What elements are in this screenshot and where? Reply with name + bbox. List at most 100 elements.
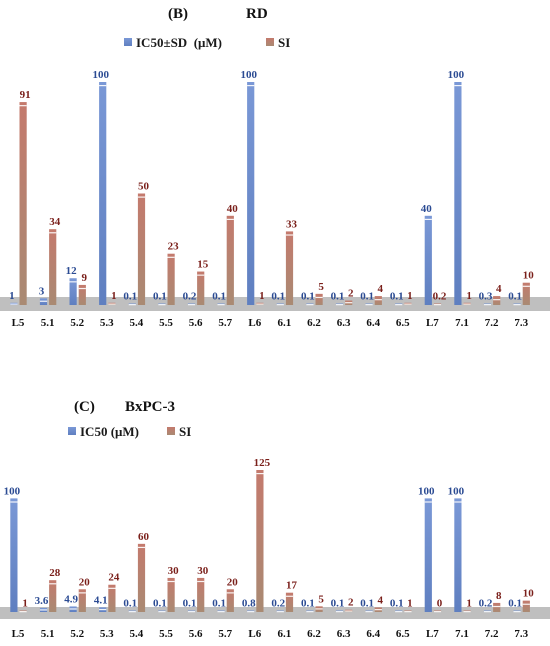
si-value-label: 5 [318, 281, 324, 293]
si-value-label: 23 [168, 241, 180, 253]
ic50-bar-marker [513, 304, 521, 306]
si-bar [49, 229, 57, 305]
category-tick-label: 5.2 [70, 628, 84, 640]
si-bar-marker [345, 302, 353, 304]
si-bar [285, 592, 294, 612]
category-tick-label: L7 [426, 317, 439, 329]
ic50-bar-marker [454, 85, 462, 87]
ic50-bar-marker [395, 304, 403, 306]
si-value-label: 125 [254, 457, 271, 469]
panel-b-cell-line: RD [246, 6, 268, 22]
ic50-bar-marker [513, 611, 521, 613]
si-bar-marker [315, 608, 323, 610]
si-bar-marker [226, 592, 234, 594]
category-tick-label: 6.2 [307, 628, 321, 640]
si-value-label: 1 [22, 598, 28, 610]
si-value-label: 0 [437, 598, 443, 610]
category-tick-label: 5.6 [189, 317, 203, 329]
ic50-value-label: 1 [9, 290, 15, 302]
si-bar-marker [315, 296, 323, 299]
ic50-bar-marker [424, 501, 432, 503]
category-tick-label: 5.5 [159, 317, 173, 329]
ic50-value-label: 0.1 [508, 291, 522, 303]
si-value-label: 91 [20, 89, 31, 101]
si-bar [493, 602, 501, 612]
ic50-bar-marker [483, 611, 492, 613]
si-bar-marker [433, 304, 442, 306]
ic50-bar-marker [306, 304, 314, 306]
si-bar-marker [522, 603, 530, 605]
ic50-bar-marker [187, 304, 196, 306]
category-tick-label: 5.7 [218, 317, 232, 329]
si-value-label: 33 [286, 218, 298, 230]
category-tick-label: 6.5 [396, 317, 410, 329]
ic50-value-label: 0.1 [390, 598, 404, 610]
si-value-label: 10 [523, 588, 535, 600]
category-tick-label: 5.3 [100, 317, 114, 329]
ic50-bar-marker [424, 218, 432, 220]
ic50-bar-marker [158, 611, 166, 613]
si-bar-marker [78, 592, 86, 594]
ic50-value-label: 0.1 [301, 291, 315, 303]
si-bar-marker [463, 303, 471, 305]
ic50-value-label: 0.1 [271, 291, 285, 303]
category-tick-label: 7.3 [514, 317, 528, 329]
panel-c-axis-band [0, 607, 550, 619]
ic50-value-label: 0.1 [212, 598, 226, 610]
si-value-label: 20 [227, 576, 239, 588]
category-tick-label: 6.4 [366, 628, 380, 640]
si-value-label: 1 [111, 290, 117, 302]
si-value-label: 10 [523, 270, 535, 282]
ic50-bar-marker [99, 608, 107, 611]
si-bar [522, 600, 530, 612]
si-value-label: 1 [407, 598, 413, 610]
panel-b-category-ticks: L5 5.1 5.2 5.3 5.4 5.5 5.6 5.7 L6 6.1 6.2 6.3 6.4 6.5… [12, 317, 529, 329]
ic50-value-label: 0.2 [479, 598, 493, 610]
panel-c-cell-line: BxPC-3 [125, 399, 175, 415]
ic50-bar-marker [39, 300, 48, 302]
ic50-value-label: 0.1 [301, 598, 315, 610]
category-tick-label: 5.3 [100, 628, 114, 640]
si-bar [197, 271, 205, 305]
si-bar [167, 253, 175, 305]
category-tick-label: 5.4 [130, 628, 144, 640]
ic50-value-label: 40 [421, 203, 433, 215]
category-tick-label: 7.2 [485, 317, 499, 329]
category-tick-label: 7.2 [485, 628, 499, 640]
si-value-label: 4 [378, 594, 384, 606]
si-bar [374, 296, 382, 305]
si-bar-marker [167, 256, 175, 258]
si-value-label: 0.2 [433, 291, 447, 303]
panel-b-label: (B) [168, 6, 188, 22]
si-bar-marker [197, 274, 205, 276]
ic50-value-label: 100 [92, 69, 109, 81]
si-value-label: 2 [348, 288, 354, 300]
ic50-bar [454, 82, 462, 305]
ic50-value-label: 0.1 [153, 291, 167, 303]
ic50-bar [424, 498, 432, 612]
si-bar [493, 296, 501, 305]
ic50-bar [10, 498, 18, 612]
si-bar-marker [463, 611, 471, 613]
category-tick-label: 6.4 [366, 317, 380, 329]
si-value-label: 30 [197, 565, 209, 577]
si-value-label: 9 [82, 272, 88, 284]
ic50-value-label: 0.1 [331, 291, 345, 303]
si-value-label: 40 [227, 203, 239, 215]
ic50-bar [424, 215, 432, 305]
panel-c-legend: IC50 (μM) SI [68, 424, 191, 439]
si-bar [315, 293, 323, 305]
category-tick-label: 7.1 [455, 317, 469, 329]
ic50-bar-marker [483, 304, 492, 306]
si-bar-marker [285, 595, 294, 597]
ic50-bar-marker [306, 611, 314, 613]
si-bar-marker [49, 232, 57, 234]
ic50-value-label: 0.1 [360, 291, 374, 303]
si-bar [256, 470, 264, 612]
ic50-value-label: 0.1 [390, 291, 404, 303]
si-bar-marker [49, 583, 57, 585]
